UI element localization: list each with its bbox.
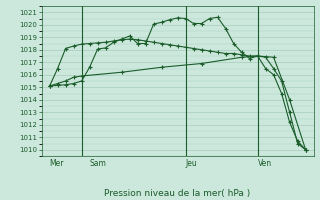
Text: Sam: Sam — [90, 158, 107, 168]
Text: Mer: Mer — [50, 158, 64, 168]
Text: Pression niveau de la mer( hPa ): Pression niveau de la mer( hPa ) — [104, 189, 251, 198]
Text: Jeu: Jeu — [186, 158, 197, 168]
Text: Ven: Ven — [258, 158, 272, 168]
